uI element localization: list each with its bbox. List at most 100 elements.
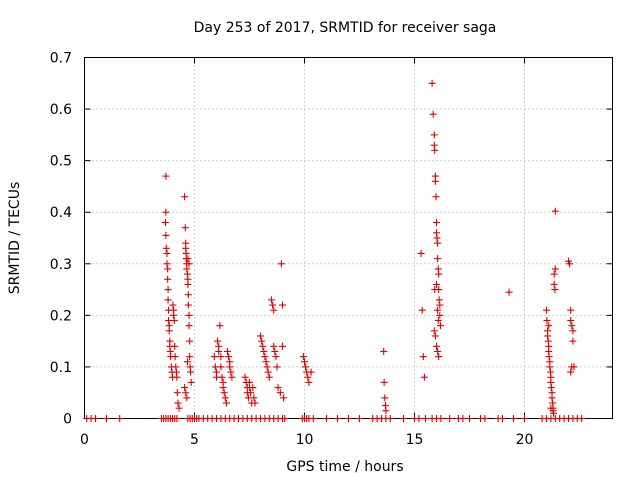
data-point [217, 353, 225, 361]
data-point [302, 363, 310, 371]
data-points [83, 79, 586, 422]
data-point [227, 368, 235, 376]
data-point [543, 306, 550, 314]
data-point [228, 373, 236, 381]
data-point [279, 301, 286, 309]
data-point [280, 394, 288, 402]
data-point [380, 347, 388, 355]
data-point [225, 353, 233, 361]
data-point [569, 337, 577, 345]
data-point [545, 353, 553, 361]
data-point [174, 399, 182, 407]
data-point [163, 249, 171, 257]
data-point [92, 415, 99, 422]
data-point [171, 342, 179, 350]
data-point [433, 219, 440, 227]
data-point [260, 347, 268, 355]
data-point [550, 280, 558, 288]
x-axis-label: GPS time / hours [286, 459, 403, 475]
data-point [435, 353, 443, 361]
data-point [185, 322, 193, 330]
data-point [433, 234, 441, 242]
data-point [307, 368, 315, 376]
data-point [222, 399, 230, 407]
data-point [548, 394, 556, 402]
data-point [185, 260, 193, 268]
data-point [281, 415, 289, 422]
data-point [545, 322, 553, 330]
data-point [259, 342, 267, 350]
data-point [261, 353, 269, 361]
data-point [569, 327, 577, 335]
data-point [217, 363, 225, 371]
data-point [432, 193, 440, 201]
data-point [241, 373, 249, 381]
data-point [258, 337, 266, 345]
data-point [273, 363, 281, 371]
data-point [172, 363, 180, 371]
data-point [173, 373, 181, 381]
data-point [183, 394, 191, 402]
data-point [164, 265, 172, 273]
data-point [184, 280, 192, 288]
data-point [270, 306, 278, 314]
data-point [578, 415, 586, 422]
data-point [481, 415, 489, 422]
data-point [420, 373, 428, 381]
data-point [161, 219, 169, 227]
data-point [323, 415, 330, 422]
data-point [264, 368, 272, 376]
data-point [436, 311, 444, 319]
data-point [184, 255, 192, 263]
data-point [226, 363, 234, 371]
data-point [435, 296, 443, 304]
data-point [345, 415, 352, 422]
data-point [567, 317, 575, 325]
data-point [165, 327, 173, 335]
data-point [304, 373, 312, 381]
data-point [187, 378, 195, 386]
data-point [568, 363, 576, 371]
data-point [270, 342, 278, 350]
data-point [415, 415, 423, 422]
data-point [181, 224, 189, 232]
data-point [422, 415, 429, 422]
data-point [551, 207, 559, 215]
y-tick-label: 0.7 [50, 51, 72, 67]
data-point [186, 337, 194, 345]
data-point [183, 265, 191, 273]
data-point [182, 389, 190, 397]
plot-frame [84, 57, 613, 419]
data-point [187, 368, 195, 376]
data-point [435, 270, 443, 278]
data-point [268, 296, 275, 304]
data-point [543, 317, 551, 325]
data-point [386, 415, 394, 422]
data-point [434, 317, 442, 325]
data-point [173, 389, 181, 397]
data-point [499, 415, 506, 422]
data-point [175, 404, 183, 412]
y-tick-label: 0.4 [50, 205, 72, 221]
data-point [466, 415, 473, 422]
data-point [309, 415, 317, 422]
data-point [567, 306, 575, 314]
data-point [550, 270, 558, 278]
data-point [170, 317, 178, 325]
data-point [356, 415, 363, 422]
data-point [305, 378, 313, 386]
data-point [247, 389, 255, 397]
data-point [428, 79, 436, 87]
data-point [171, 353, 179, 361]
data-point [279, 342, 286, 350]
data-point [510, 415, 517, 422]
data-point [274, 384, 282, 392]
axis-ticks [84, 57, 613, 419]
x-tick-labels: 0 5 10 15 20 [80, 432, 533, 448]
data-point [215, 347, 223, 355]
y-tick-label: 0.5 [50, 154, 72, 170]
data-point [431, 332, 439, 340]
data-point [431, 146, 439, 154]
data-point [433, 280, 440, 288]
